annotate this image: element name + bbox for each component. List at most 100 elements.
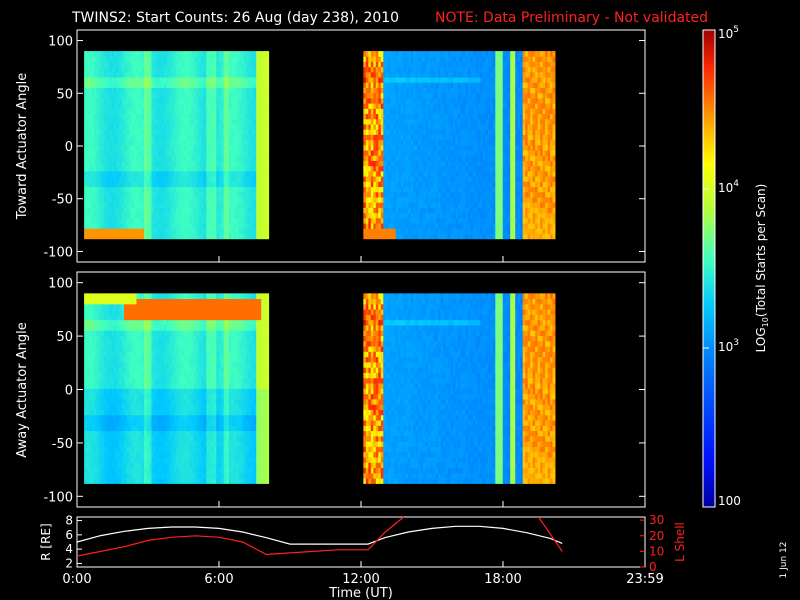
- heatmap-cell: [393, 160, 397, 167]
- heatmap-cell: [99, 160, 102, 167]
- heatmap-cell: [241, 176, 245, 182]
- heatmap-cell: [470, 144, 474, 151]
- heatmap-cell: [173, 217, 177, 224]
- heatmap-cell: [131, 77, 135, 83]
- heatmap-cell: [428, 217, 431, 224]
- heatmap-cell: [131, 87, 135, 94]
- heatmap-cell: [126, 155, 130, 161]
- heatmap-cell: [477, 51, 481, 57]
- heatmap-cell: [201, 212, 205, 219]
- heatmap-cell: [390, 87, 394, 94]
- heatmap-cell: [390, 134, 394, 141]
- heatmap-cell: [390, 144, 394, 151]
- heatmap-cell: [89, 77, 92, 83]
- heatmap-cell: [452, 129, 456, 135]
- heatmap-cell: [492, 217, 496, 224]
- heatmap-cell: [261, 217, 265, 224]
- heatmap-cell: [490, 186, 494, 193]
- heatmap-cell: [263, 139, 267, 146]
- heatmap-cell: [86, 144, 90, 151]
- heatmap-cell: [101, 87, 105, 94]
- heatmap-cell: [218, 129, 222, 135]
- heatmap-cell: [203, 51, 207, 57]
- heatmap-cell: [425, 217, 429, 224]
- heatmap-cell: [492, 98, 496, 104]
- heatmap-cell: [158, 134, 162, 141]
- heatmap-cell: [104, 233, 107, 240]
- heatmap-cell: [385, 223, 389, 229]
- heatmap-cell: [133, 139, 137, 146]
- heatmap-cell: [104, 82, 107, 88]
- heatmap-cell: [375, 150, 379, 156]
- heatmap-cell: [218, 118, 222, 125]
- heatmap-cell: [104, 155, 107, 161]
- heatmap-cell: [502, 233, 506, 240]
- heatmap-cell: [398, 129, 402, 135]
- heatmap-cell: [435, 92, 439, 99]
- heatmap-cell: [253, 171, 257, 177]
- heatmap-cell: [178, 228, 182, 234]
- heatmap-cell: [395, 92, 399, 99]
- heatmap-cell: [395, 66, 399, 73]
- heatmap-cell: [148, 82, 152, 88]
- heatmap-cell: [408, 181, 412, 188]
- heatmap-cell: [462, 124, 466, 130]
- heatmap-cell: [114, 150, 117, 156]
- heatmap-cell: [388, 197, 392, 203]
- heatmap-cell: [91, 113, 95, 120]
- heatmap-cell: [231, 129, 235, 135]
- heatmap-cell: [206, 108, 210, 115]
- heatmap-cell: [181, 181, 185, 188]
- heatmap-cell: [465, 150, 469, 156]
- heatmap-cell: [196, 103, 200, 109]
- heatmap-cell: [378, 108, 382, 115]
- heatmap-cell: [497, 113, 501, 120]
- heatmap-cell: [443, 217, 446, 224]
- heatmap-cell: [158, 212, 162, 219]
- heatmap-cell: [133, 181, 137, 188]
- heatmap-cell: [226, 66, 230, 73]
- heatmap-cell: [241, 61, 245, 68]
- heatmap-cell: [485, 217, 489, 224]
- heatmap-cell: [445, 118, 449, 125]
- heatmap-cell: [462, 92, 466, 99]
- heatmap-cell: [480, 118, 484, 125]
- heatmap-cell: [161, 228, 165, 234]
- heatmap-cell: [378, 197, 382, 203]
- heatmap-cell: [153, 144, 157, 151]
- heatmap-cell: [418, 217, 422, 224]
- heatmap-cell: [131, 150, 135, 156]
- heatmap-cell: [433, 217, 436, 224]
- heatmap-cell: [193, 82, 197, 88]
- heatmap-cell: [124, 197, 127, 203]
- heatmap-cell: [206, 233, 210, 240]
- heatmap-cell: [196, 134, 200, 141]
- heatmap-cell: [141, 139, 145, 146]
- heatmap-cell: [119, 176, 122, 182]
- heatmap-cell: [176, 118, 180, 125]
- heatmap-cell: [517, 233, 521, 240]
- heatmap-cell: [248, 233, 252, 240]
- heatmap-cell: [221, 191, 225, 198]
- heatmap-cell: [388, 223, 392, 229]
- heatmap-cell: [408, 108, 412, 115]
- heatmap-cell: [433, 129, 436, 135]
- heatmap-cell: [522, 233, 526, 240]
- heatmap-cell: [126, 134, 130, 141]
- heatmap-cell: [495, 134, 499, 141]
- heatmap-cell: [133, 124, 137, 130]
- heatmap-cell: [470, 82, 474, 88]
- heatmap-cell: [91, 66, 95, 73]
- heatmap-cell: [124, 66, 127, 73]
- heatmap-cell: [520, 165, 524, 172]
- heatmap-cell: [457, 160, 461, 167]
- heatmap-cell: [243, 212, 247, 219]
- heatmap-cell: [373, 207, 377, 214]
- heatmap-cell: [522, 191, 526, 198]
- heatmap-cell: [131, 217, 135, 224]
- heatmap-cell: [216, 77, 220, 83]
- heatmap-cell: [522, 150, 526, 156]
- heatmap-cell: [178, 217, 182, 224]
- heatmap-cell: [216, 207, 220, 214]
- heatmap-cell: [480, 77, 484, 83]
